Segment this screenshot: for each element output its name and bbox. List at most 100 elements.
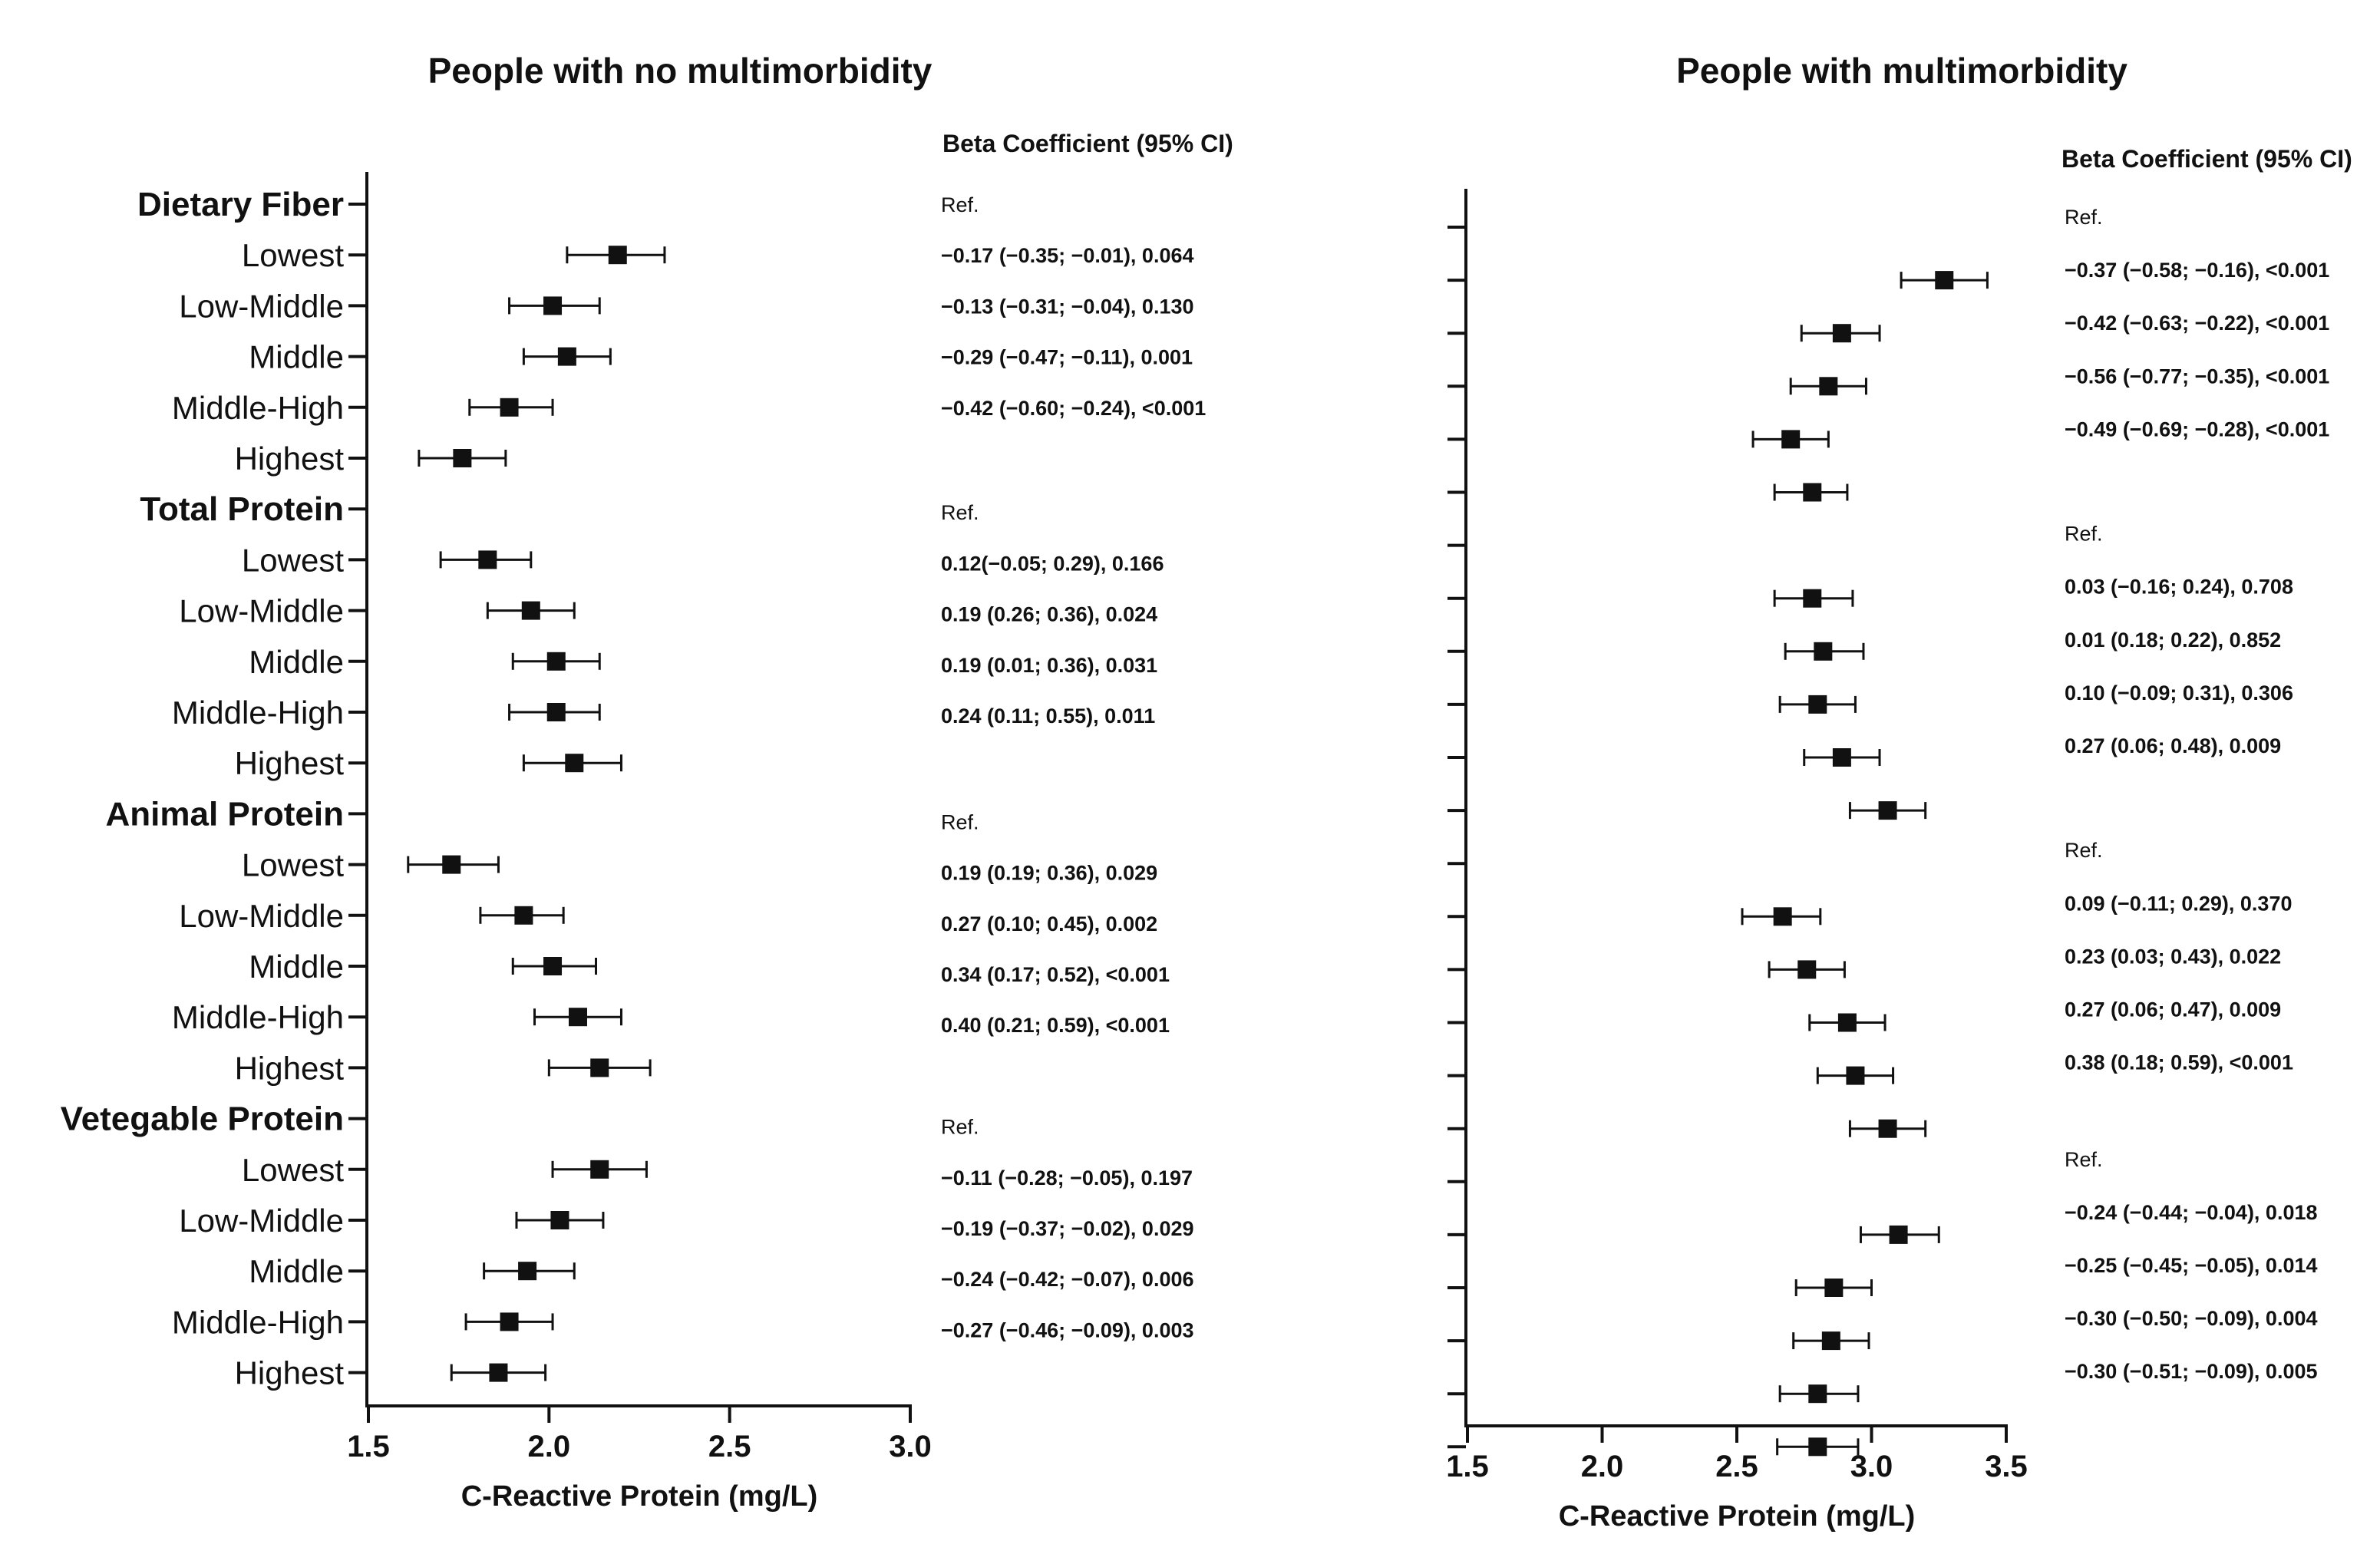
beta-ci-cell: 0.12(−0.05; 0.29), 0.166 — [941, 552, 1164, 575]
beta-ci-cell: 0.27 (0.06; 0.48), 0.009 — [2065, 734, 2281, 757]
point-estimate-marker — [1781, 430, 1801, 449]
row-label: Middle-High — [172, 999, 344, 1035]
x-tick-label: 3.0 — [889, 1430, 932, 1463]
point-estimate-marker — [489, 1363, 508, 1382]
beta-ci-cell: −0.37 (−0.58; −0.16), <0.001 — [2065, 259, 2329, 282]
ref-cell: Ref. — [2065, 1148, 2103, 1171]
beta-ci-cell: 0.27 (0.10; 0.45), 0.002 — [941, 912, 1157, 935]
point-estimate-marker — [546, 652, 566, 671]
row-label: Middle-High — [172, 695, 344, 731]
panel-no-multimorbidity: People with no multimorbidity Beta Coeffi… — [61, 51, 1233, 1513]
row-label: Low-Middle — [179, 593, 344, 629]
point-estimate-marker — [1819, 377, 1838, 396]
beta-ci-cell: 0.34 (0.17; 0.52), <0.001 — [941, 963, 1170, 986]
x-axis-label: C-Reactive Protein (mg/L) — [1559, 1500, 1916, 1533]
point-estimate-marker — [478, 550, 497, 569]
point-estimate-marker — [514, 906, 533, 925]
beta-ci-cell: −0.24 (−0.44; −0.04), 0.018 — [2065, 1201, 2318, 1224]
point-estimate-marker — [1773, 907, 1792, 926]
point-estimate-marker — [1808, 1437, 1827, 1457]
beta-ci-cell: 0.27 (0.06; 0.47), 0.009 — [2065, 998, 2281, 1021]
beta-ci-cell: −0.11 (−0.28; −0.05), 0.197 — [941, 1166, 1193, 1189]
beta-ci-cell: 0.19 (0.19; 0.36), 0.029 — [941, 862, 1157, 885]
row-label: Middle-High — [172, 390, 344, 426]
ref-cell: Ref. — [2065, 839, 2103, 862]
group-label: Dietary Fiber — [137, 186, 344, 223]
point-estimate-marker — [1846, 1066, 1865, 1085]
ref-cell: Ref. — [2065, 523, 2103, 546]
point-estimate-marker — [543, 957, 563, 975]
beta-ci-cell: −0.29 (−0.47; −0.11), 0.001 — [941, 346, 1193, 369]
ref-cell: Ref. — [941, 501, 979, 524]
x-tick-label: 2.5 — [708, 1430, 751, 1463]
beta-ci-cell: −0.30 (−0.51; −0.09), 0.005 — [2065, 1360, 2318, 1383]
point-estimate-marker — [1797, 960, 1817, 979]
beta-coefficient-header: Beta Coefficient (95% CI) — [2061, 145, 2352, 173]
point-estimate-marker — [1832, 748, 1851, 767]
point-estimate-marker — [1803, 589, 1822, 608]
row-label: Highest — [235, 440, 345, 477]
ref-cell: Ref. — [941, 1116, 979, 1139]
beta-ci-cell: 0.09 (−0.11; 0.29), 0.370 — [2065, 892, 2292, 915]
x-tick-label: 3.5 — [1985, 1450, 2028, 1483]
row-label: Middle — [249, 1253, 344, 1289]
point-estimate-marker — [1832, 324, 1851, 343]
point-estimate-marker — [590, 1160, 609, 1179]
beta-ci-cell: −0.42 (−0.60; −0.24), <0.001 — [941, 397, 1206, 420]
point-estimate-marker — [1889, 1225, 1908, 1244]
beta-ci-cell: −0.17 (−0.35; −0.01), 0.064 — [941, 244, 1194, 267]
point-estimate-marker — [543, 296, 563, 315]
row-label: Middle-High — [172, 1304, 344, 1340]
beta-coefficient-header: Beta Coefficient (95% CI) — [942, 130, 1233, 157]
point-estimate-marker — [500, 1312, 519, 1331]
row-label: Lowest — [242, 1152, 344, 1188]
point-estimate-marker — [521, 601, 540, 620]
beta-ci-cell: 0.24 (0.11; 0.55), 0.011 — [941, 704, 1155, 728]
point-estimate-marker — [518, 1262, 537, 1281]
row-label: Lowest — [242, 237, 344, 273]
beta-ci-cell: 0.38 (0.18; 0.59), <0.001 — [2065, 1051, 2293, 1074]
beta-ci-cell: 0.40 (0.21; 0.59), <0.001 — [941, 1014, 1170, 1037]
point-estimate-marker — [500, 398, 519, 417]
point-estimate-marker — [550, 1211, 569, 1229]
row-label: Lowest — [242, 542, 344, 578]
row-label: Low-Middle — [179, 288, 344, 324]
x-tick-label: 2.0 — [528, 1430, 571, 1463]
beta-ci-cell: −0.49 (−0.69; −0.28), <0.001 — [2065, 417, 2329, 440]
row-label: Highest — [235, 745, 345, 781]
x-tick-label: 1.5 — [347, 1430, 390, 1463]
beta-ci-cell: 0.10 (−0.09; 0.31), 0.306 — [2065, 681, 2293, 704]
beta-ci-cell: 0.03 (−0.16; 0.24), 0.708 — [2065, 576, 2293, 599]
ref-cell: Ref. — [941, 193, 979, 216]
point-estimate-marker — [1837, 1013, 1857, 1032]
row-label: Middle — [249, 339, 344, 375]
point-estimate-marker — [1824, 1279, 1844, 1297]
point-estimate-marker — [568, 1008, 587, 1027]
x-axis-label: C-Reactive Protein (mg/L) — [461, 1480, 818, 1513]
x-tick-label: 2.5 — [1715, 1450, 1758, 1483]
beta-ci-cell: 0.23 (0.03; 0.43), 0.022 — [2065, 945, 2281, 968]
point-estimate-marker — [608, 246, 627, 265]
point-estimate-marker — [1821, 1331, 1840, 1351]
point-estimate-marker — [1878, 1119, 1897, 1138]
beta-ci-cell: −0.24 (−0.42; −0.07), 0.006 — [941, 1268, 1194, 1291]
beta-ci-cell: −0.27 (−0.46; −0.09), 0.003 — [941, 1318, 1194, 1341]
ref-cell: Ref. — [2065, 206, 2103, 229]
point-estimate-marker — [557, 347, 576, 366]
beta-ci-cell: −0.19 (−0.37; −0.02), 0.029 — [941, 1217, 1194, 1240]
row-label: Highest — [235, 1355, 345, 1391]
point-estimate-marker — [546, 703, 566, 721]
point-estimate-marker — [453, 449, 472, 467]
row-label: Lowest — [242, 847, 344, 883]
point-estimate-marker — [590, 1058, 609, 1077]
beta-ci-cell: −0.25 (−0.45; −0.05), 0.014 — [2065, 1254, 2318, 1277]
x-tick-label: 2.0 — [1581, 1450, 1624, 1483]
group-label: Vetegable Protein — [61, 1100, 344, 1138]
point-estimate-marker — [1808, 695, 1827, 714]
beta-ci-cell: −0.13 (−0.31; −0.04), 0.130 — [941, 295, 1194, 318]
group-label: Total Protein — [140, 490, 344, 528]
beta-ci-cell: 0.19 (0.26; 0.36), 0.024 — [941, 603, 1157, 626]
row-label: Middle — [249, 949, 344, 985]
point-estimate-marker — [1814, 642, 1833, 661]
